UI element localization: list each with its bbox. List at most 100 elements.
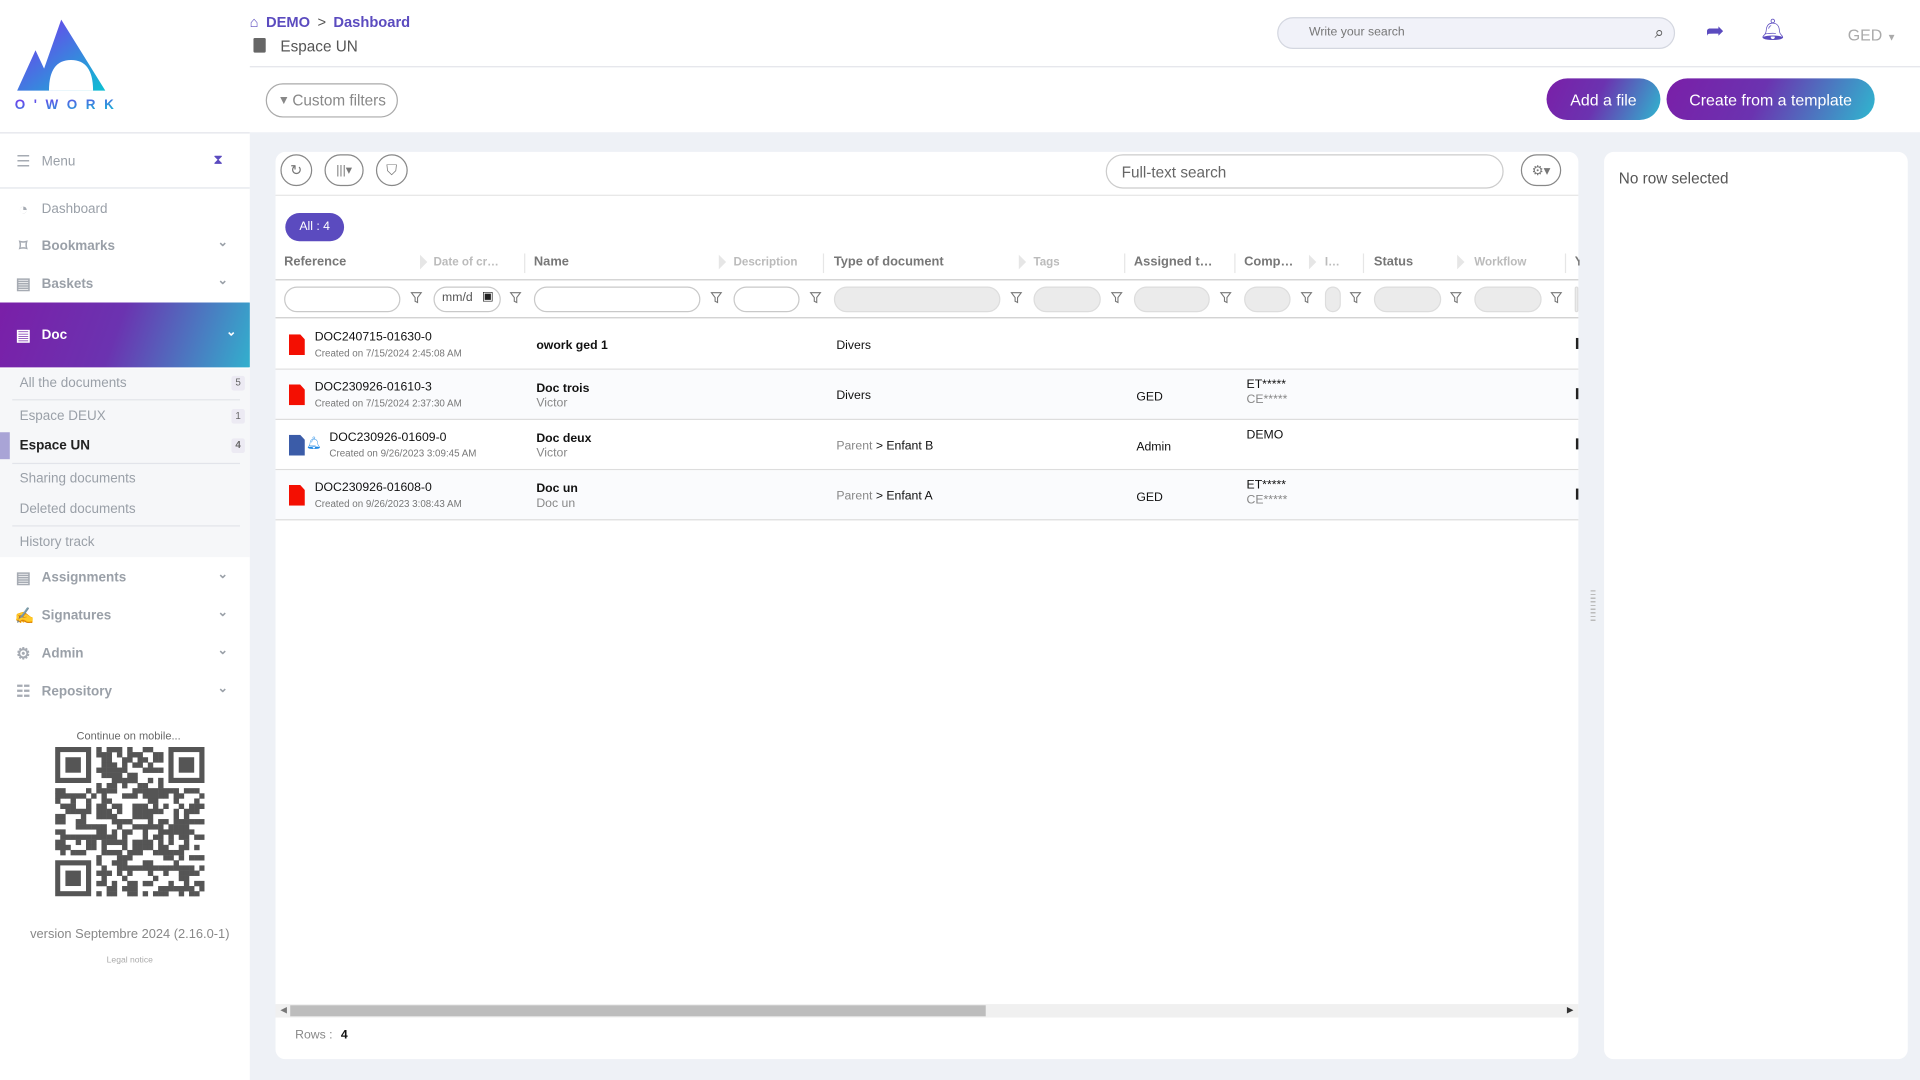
- column-header[interactable]: Reference: [284, 254, 347, 270]
- gauge-icon: ◔: [18, 199, 29, 218]
- scroll-right-icon[interactable]: ▶: [1566, 1006, 1574, 1016]
- menu-toggle[interactable]: ☰ Menu ⧗: [16, 151, 223, 171]
- filter-icon[interactable]: [710, 291, 723, 304]
- truncated-cell: [1575, 488, 1579, 500]
- filter-icon[interactable]: [1110, 291, 1123, 304]
- all-count-badge[interactable]: All : 4: [285, 213, 345, 242]
- sidebar-subitem[interactable]: Deleted documents: [19, 502, 136, 517]
- owork-logo[interactable]: O'WORK: [15, 17, 128, 113]
- home-icon[interactable]: ⌂: [249, 13, 259, 31]
- filter-icon[interactable]: [1219, 291, 1232, 304]
- global-search-input[interactable]: Write your search ⌕: [1277, 17, 1676, 49]
- column-filter-input[interactable]: [1474, 286, 1542, 313]
- filter-icon[interactable]: [1449, 291, 1462, 304]
- sidebar-item-bookmarks[interactable]: ⌑ Bookmarks ⌄: [0, 230, 250, 262]
- create-from-template-button[interactable]: Create from a template: [1666, 78, 1875, 121]
- column-header[interactable]: Type of document: [833, 254, 944, 270]
- columns-button[interactable]: |||▾: [324, 154, 364, 187]
- column-header[interactable]: Date of cr…: [433, 255, 499, 270]
- qr-code[interactable]: [55, 746, 205, 897]
- column-resize-handle[interactable]: [718, 254, 727, 270]
- column-resize-handle[interactable]: [1457, 254, 1465, 270]
- column-filter-input[interactable]: [833, 286, 1001, 313]
- column-header[interactable]: Assigned t…: [1133, 254, 1213, 270]
- scrollbar-thumb[interactable]: [290, 1005, 986, 1017]
- pin-icon[interactable]: ⧗: [213, 153, 223, 168]
- column-divider[interactable]: [1564, 253, 1567, 274]
- column-filter-input[interactable]: [1244, 286, 1291, 313]
- pdf-icon: [288, 484, 305, 506]
- panel-resize-handle[interactable]: [1590, 590, 1596, 623]
- refresh-icon: ↻: [290, 161, 303, 179]
- sidebar-subitem[interactable]: Espace UN 4: [0, 431, 250, 460]
- column-header[interactable]: Status: [1373, 254, 1414, 270]
- filter-button[interactable]: ⛉: [375, 154, 408, 187]
- share-icon[interactable]: ➦: [1705, 18, 1725, 43]
- column-filter-input[interactable]: mm/d ▣: [433, 286, 501, 313]
- column-filter-input[interactable]: [1574, 286, 1579, 313]
- column-header[interactable]: I…: [1324, 255, 1340, 270]
- filter-icon[interactable]: [1010, 291, 1023, 304]
- sidebar-item-baskets[interactable]: ▤ Baskets ⌄: [15, 274, 228, 293]
- sidebar-item-dashboard[interactable]: ◔ Dashboard: [0, 193, 250, 225]
- filter-icon[interactable]: [1300, 291, 1313, 304]
- column-filter-input[interactable]: [733, 286, 800, 313]
- sidebar-subitem[interactable]: History track: [19, 535, 95, 550]
- bell-icon[interactable]: 🔔︎: [1759, 18, 1787, 42]
- bell-icon[interactable]: 🔔︎: [306, 437, 322, 451]
- add-file-button[interactable]: Add a file: [1546, 78, 1661, 121]
- pdf-icon: [288, 384, 305, 406]
- sidebar-item-assignments[interactable]: ▤ Assignments ⌄: [15, 568, 228, 587]
- search-icon[interactable]: ⌕: [1654, 22, 1665, 42]
- table-row[interactable]: 🔔︎ DOC230926-01609-0 Created on 9/26/202…: [275, 420, 1579, 471]
- breadcrumb-demo[interactable]: DEMO: [266, 13, 311, 31]
- column-header[interactable]: Tags: [1033, 255, 1060, 270]
- legal-notice-link[interactable]: Legal notice: [106, 956, 153, 965]
- column-divider[interactable]: [524, 253, 526, 274]
- sidebar-item-repository[interactable]: ☷ Repository ⌄: [16, 682, 228, 701]
- divider: [12, 462, 241, 465]
- column-divider[interactable]: [1234, 253, 1236, 274]
- horizontal-scrollbar[interactable]: ◀ ▶: [275, 1004, 1579, 1018]
- module-dropdown[interactable]: GED ▼: [1847, 25, 1897, 45]
- filter-icon[interactable]: [1349, 291, 1362, 304]
- column-filter-input[interactable]: [1324, 286, 1341, 313]
- refresh-button[interactable]: ↻: [280, 154, 313, 187]
- sidebar-item-signatures[interactable]: ✍ Signatures ⌄: [14, 606, 228, 625]
- filter-icon[interactable]: [809, 291, 822, 304]
- filter-icon[interactable]: [410, 291, 423, 304]
- column-divider[interactable]: [1362, 253, 1365, 274]
- grid-settings-button[interactable]: ⚙▾: [1520, 154, 1562, 187]
- sidebar-item-doc[interactable]: ▤ Doc ⌄: [0, 302, 259, 368]
- table-row[interactable]: DOC240715-01630-0 Created on 7/15/2024 2…: [275, 320, 1579, 370]
- column-resize-handle[interactable]: [1018, 254, 1027, 270]
- sidebar-item-admin[interactable]: ⚙ Admin ⌄: [16, 644, 228, 663]
- filter-icon[interactable]: [1550, 291, 1563, 304]
- calendar-icon[interactable]: ▣: [481, 290, 494, 304]
- table-row[interactable]: DOC230926-01610-3 Created on 7/15/2024 2…: [275, 369, 1579, 421]
- custom-filters-button[interactable]: ▼ Custom filters: [265, 83, 398, 118]
- column-header[interactable]: Y: [1575, 255, 1580, 272]
- column-divider[interactable]: [822, 253, 825, 274]
- table-row[interactable]: DOC230926-01608-0 Created on 9/26/2023 3…: [275, 470, 1579, 521]
- column-filter-input[interactable]: [284, 286, 401, 313]
- version-label: version Septembre 2024 (2.16.0-1): [30, 926, 230, 942]
- filter-icon[interactable]: [509, 291, 522, 304]
- column-filter-input[interactable]: [1133, 286, 1210, 313]
- scroll-left-icon[interactable]: ◀: [280, 1006, 288, 1016]
- column-resize-handle[interactable]: [420, 254, 428, 270]
- fulltext-search-input[interactable]: Full-text search: [1105, 154, 1504, 189]
- column-filter-input[interactable]: [1033, 286, 1101, 313]
- column-filter-input[interactable]: [533, 286, 701, 313]
- column-header[interactable]: Description: [733, 255, 798, 270]
- sidebar-subitem[interactable]: Espace DEUX 1: [0, 402, 250, 431]
- sidebar-subitem[interactable]: All the documents 5: [0, 369, 250, 398]
- column-header[interactable]: Workflow: [1474, 255, 1527, 270]
- column-divider[interactable]: [1124, 253, 1126, 274]
- column-filter-input[interactable]: [1373, 286, 1442, 313]
- column-header[interactable]: Name: [533, 254, 569, 270]
- sidebar-subitem[interactable]: Sharing documents: [19, 471, 136, 487]
- breadcrumb-dashboard[interactable]: Dashboard: [333, 13, 411, 31]
- column-resize-handle[interactable]: [1308, 254, 1317, 270]
- column-header[interactable]: Comp…: [1244, 254, 1294, 270]
